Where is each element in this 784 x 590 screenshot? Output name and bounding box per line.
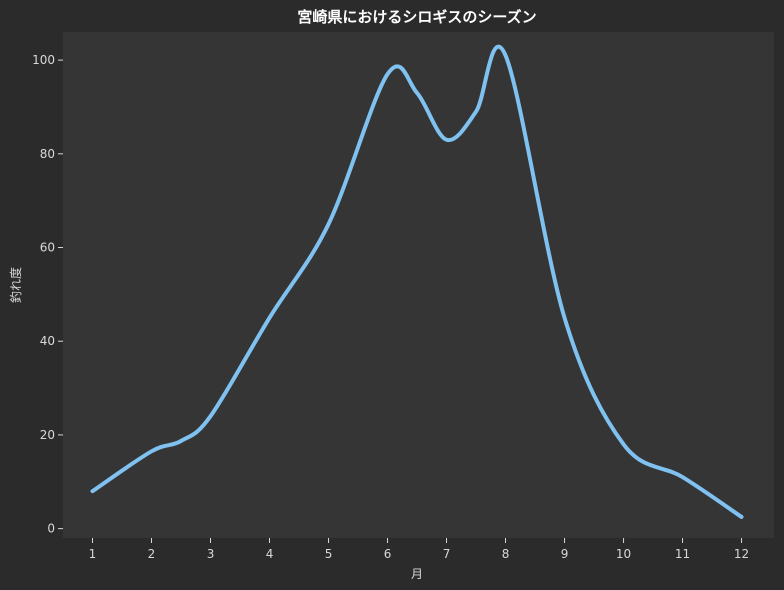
x-tick-label: 1	[89, 547, 97, 561]
plot-area	[63, 32, 774, 538]
x-tick-label: 4	[266, 547, 274, 561]
y-tick-label: 100	[32, 53, 55, 67]
chart-title: 宮崎県におけるシロギスのシーズン	[297, 8, 536, 26]
y-tick-label: 0	[47, 522, 55, 536]
series-line	[90, 44, 744, 519]
x-tick-label: 8	[502, 547, 510, 561]
x-tick-label: 3	[207, 547, 215, 561]
x-tick-label: 9	[561, 547, 569, 561]
x-tick-label: 10	[616, 547, 631, 561]
y-tick-label: 80	[40, 147, 55, 161]
y-tick-label: 60	[40, 241, 55, 255]
y-axis-label: 釣れ度	[8, 267, 23, 303]
x-axis-label: 月	[411, 567, 423, 581]
x-tick-label: 7	[443, 547, 451, 561]
x-tick-label: 5	[325, 547, 333, 561]
x-axis: 1 2 3 4 5 6 7 8 9 10 11 12	[89, 538, 749, 561]
y-tick-label: 20	[40, 428, 55, 442]
y-axis: 0 20 40 60 80 100	[32, 53, 63, 536]
x-tick-label: 11	[675, 547, 690, 561]
x-tick-label: 12	[734, 547, 749, 561]
x-tick-label: 2	[148, 547, 156, 561]
y-tick-label: 40	[40, 334, 55, 348]
x-tick-label: 6	[384, 547, 392, 561]
